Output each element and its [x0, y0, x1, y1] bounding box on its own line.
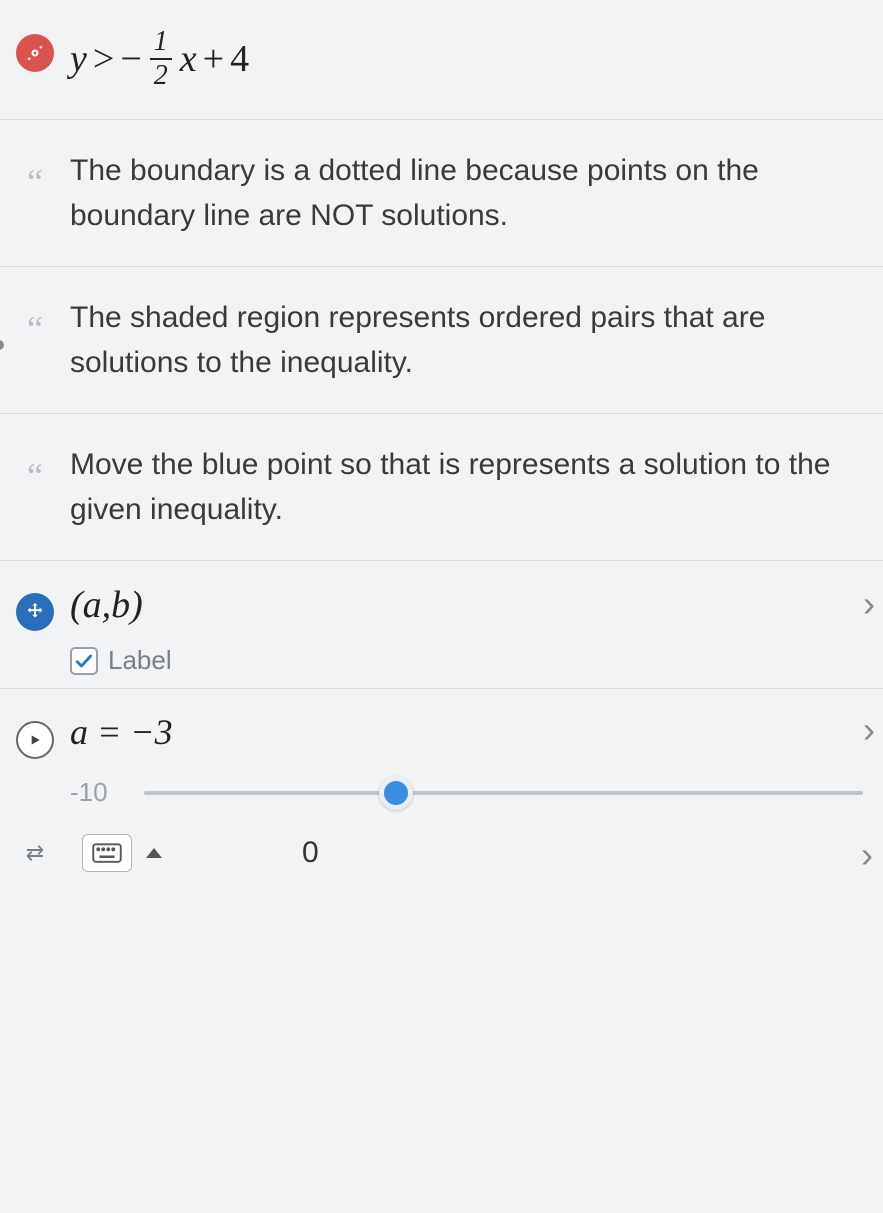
row-marker-dot	[0, 340, 4, 350]
slider-thumb[interactable]	[379, 776, 413, 810]
point-expression[interactable]: (a,b)	[70, 583, 863, 627]
math-minus: −	[120, 31, 141, 88]
play-icon[interactable]	[16, 721, 54, 759]
label-checkbox-text: Label	[108, 645, 172, 676]
slider-equation[interactable]: a = −3	[70, 711, 863, 753]
keyboard-button[interactable]	[82, 834, 132, 872]
quote-icon: “	[27, 154, 43, 194]
point-row: (a,b) Label ›	[0, 561, 883, 689]
inequality-row: y > − 1 2 x + 4	[0, 0, 883, 120]
math-fraction: 1 2	[150, 28, 172, 90]
math-lhs: y	[70, 31, 87, 88]
boundary-statement-text: The boundary is a dotted line because po…	[70, 148, 863, 238]
fraction-denominator: 2	[150, 60, 172, 90]
label-checkbox[interactable]	[70, 647, 98, 675]
move-statement-row: “ Move the blue point so that is represe…	[0, 414, 883, 561]
error-icon[interactable]	[16, 34, 54, 72]
inequality-expression: y > − 1 2 x + 4	[70, 28, 863, 90]
slider-loop-icon[interactable]: ⇄	[26, 840, 44, 866]
fraction-numerator: 1	[150, 28, 172, 60]
math-variable: x	[180, 31, 197, 88]
chevron-right-icon[interactable]: ›	[863, 583, 875, 625]
shaded-statement-row: “ The shaded region represents ordered p…	[0, 267, 883, 414]
bottom-bar: ⇄ 0 ›	[0, 824, 883, 872]
chevron-right-icon[interactable]: ›	[861, 834, 873, 876]
slider-min-label: -10	[70, 777, 130, 808]
quote-icon: “	[27, 301, 43, 341]
quote-icon: “	[27, 448, 43, 488]
caret-up-icon[interactable]	[146, 848, 162, 858]
shaded-statement-text: The shaded region represents ordered pai…	[70, 295, 863, 385]
move-statement-text: Move the blue point so that is represent…	[70, 442, 863, 532]
math-operator: >	[93, 31, 114, 88]
chevron-right-icon[interactable]: ›	[863, 709, 875, 751]
slider-row: a = −3 -10 ›	[0, 689, 883, 818]
math-plus: +	[203, 31, 224, 88]
label-checkbox-row[interactable]: Label	[70, 645, 863, 676]
origin-zero: 0	[302, 836, 319, 870]
math-constant: 4	[230, 31, 249, 88]
boundary-statement-row: “ The boundary is a dotted line because …	[0, 120, 883, 267]
slider-track[interactable]	[144, 791, 863, 795]
move-icon[interactable]	[16, 593, 54, 631]
